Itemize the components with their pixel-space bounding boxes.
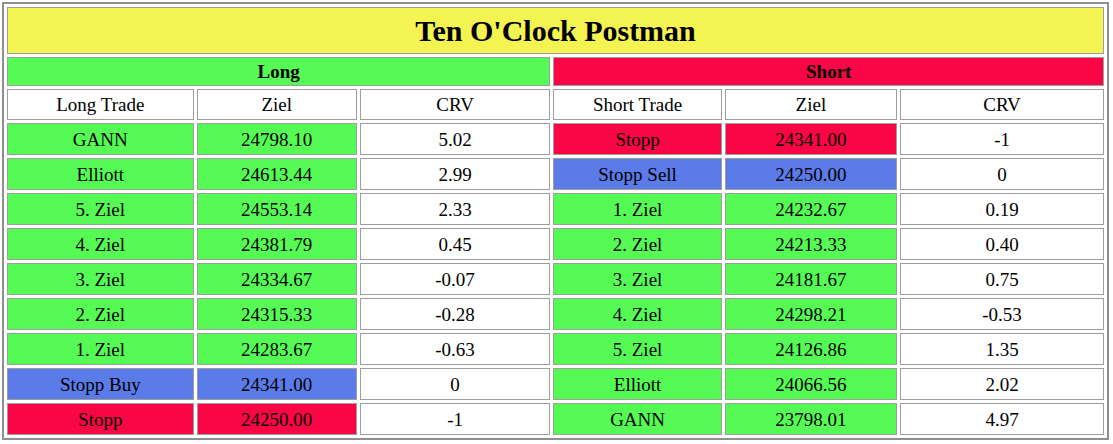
long-trade-cell: Stopp Buy — [7, 368, 194, 400]
long-trade-column-header: Long Trade — [7, 89, 194, 120]
short-crv-cell: -0.53 — [900, 298, 1104, 330]
column-header-row: Long Trade Ziel CRV Short Trade Ziel CRV — [7, 89, 1104, 120]
short-ziel-cell: 24341.00 — [725, 123, 897, 155]
short-trade-column-header: Short Trade — [553, 89, 721, 120]
table-row: 5. Ziel 24553.14 2.33 1. Ziel 24232.67 0… — [7, 193, 1104, 225]
short-crv-cell: 2.02 — [900, 368, 1104, 400]
long-trade-cell: Elliott — [7, 158, 194, 190]
long-ziel-cell: 24334.67 — [197, 263, 357, 295]
table-row: Elliott 24613.44 2.99 Stopp Sell 24250.0… — [7, 158, 1104, 190]
trading-table-frame: Ten O'Clock Postman Long Short Long Trad… — [2, 2, 1109, 440]
long-trade-cell: 1. Ziel — [7, 333, 194, 365]
short-trade-cell: Stopp Sell — [553, 158, 721, 190]
short-ziel-cell: 24213.33 — [725, 228, 897, 260]
long-ziel-cell: 24613.44 — [197, 158, 357, 190]
short-ziel-cell: 24232.67 — [725, 193, 897, 225]
short-crv-cell: -1 — [900, 123, 1104, 155]
trading-table: Ten O'Clock Postman Long Short Long Trad… — [4, 4, 1107, 438]
long-crv-column-header: CRV — [360, 89, 551, 120]
short-trade-cell: Stopp — [553, 123, 721, 155]
short-trade-cell: 5. Ziel — [553, 333, 721, 365]
short-crv-column-header: CRV — [900, 89, 1104, 120]
short-trade-cell: 4. Ziel — [553, 298, 721, 330]
short-trade-cell: Elliott — [553, 368, 721, 400]
table-row: GANN 24798.10 5.02 Stopp 24341.00 -1 — [7, 123, 1104, 155]
long-crv-cell: 2.33 — [360, 193, 551, 225]
long-crv-cell: 5.02 — [360, 123, 551, 155]
long-ziel-cell: 24283.67 — [197, 333, 357, 365]
long-trade-cell: GANN — [7, 123, 194, 155]
long-crv-cell: -1 — [360, 403, 551, 435]
long-ziel-column-header: Ziel — [197, 89, 357, 120]
long-crv-cell: -0.63 — [360, 333, 551, 365]
short-crv-cell: 0 — [900, 158, 1104, 190]
long-trade-cell: 2. Ziel — [7, 298, 194, 330]
long-ziel-cell: 24798.10 — [197, 123, 357, 155]
long-ziel-cell: 24341.00 — [197, 368, 357, 400]
short-ziel-cell: 24066.56 — [725, 368, 897, 400]
short-ziel-cell: 24126.86 — [725, 333, 897, 365]
short-trade-cell: GANN — [553, 403, 721, 435]
short-crv-cell: 0.40 — [900, 228, 1104, 260]
short-crv-cell: 0.75 — [900, 263, 1104, 295]
short-trade-cell: 3. Ziel — [553, 263, 721, 295]
long-trade-cell: 4. Ziel — [7, 228, 194, 260]
title-row: Ten O'Clock Postman — [7, 7, 1104, 54]
short-ziel-cell: 24181.67 — [725, 263, 897, 295]
long-crv-cell: 0.45 — [360, 228, 551, 260]
long-section-header: Long — [7, 57, 550, 86]
table-row: Stopp Buy 24341.00 0 Elliott 24066.56 2.… — [7, 368, 1104, 400]
page-title: Ten O'Clock Postman — [7, 7, 1104, 54]
long-trade-cell: 5. Ziel — [7, 193, 194, 225]
long-trade-cell: Stopp — [7, 403, 194, 435]
section-header-row: Long Short — [7, 57, 1104, 86]
long-ziel-cell: 24315.33 — [197, 298, 357, 330]
long-crv-cell: -0.07 — [360, 263, 551, 295]
long-trade-cell: 3. Ziel — [7, 263, 194, 295]
long-crv-cell: 0 — [360, 368, 551, 400]
table-row: 3. Ziel 24334.67 -0.07 3. Ziel 24181.67 … — [7, 263, 1104, 295]
short-section-header: Short — [553, 57, 1104, 86]
table-row: 1. Ziel 24283.67 -0.63 5. Ziel 24126.86 … — [7, 333, 1104, 365]
long-crv-cell: 2.99 — [360, 158, 551, 190]
table-row: 4. Ziel 24381.79 0.45 2. Ziel 24213.33 0… — [7, 228, 1104, 260]
short-crv-cell: 1.35 — [900, 333, 1104, 365]
short-crv-cell: 0.19 — [900, 193, 1104, 225]
table-row: Stopp 24250.00 -1 GANN 23798.01 4.97 — [7, 403, 1104, 435]
short-ziel-cell: 23798.01 — [725, 403, 897, 435]
long-ziel-cell: 24553.14 — [197, 193, 357, 225]
long-ziel-cell: 24250.00 — [197, 403, 357, 435]
short-ziel-cell: 24250.00 — [725, 158, 897, 190]
short-trade-cell: 1. Ziel — [553, 193, 721, 225]
short-trade-cell: 2. Ziel — [553, 228, 721, 260]
short-ziel-column-header: Ziel — [725, 89, 897, 120]
short-ziel-cell: 24298.21 — [725, 298, 897, 330]
long-crv-cell: -0.28 — [360, 298, 551, 330]
long-ziel-cell: 24381.79 — [197, 228, 357, 260]
table-row: 2. Ziel 24315.33 -0.28 4. Ziel 24298.21 … — [7, 298, 1104, 330]
short-crv-cell: 4.97 — [900, 403, 1104, 435]
